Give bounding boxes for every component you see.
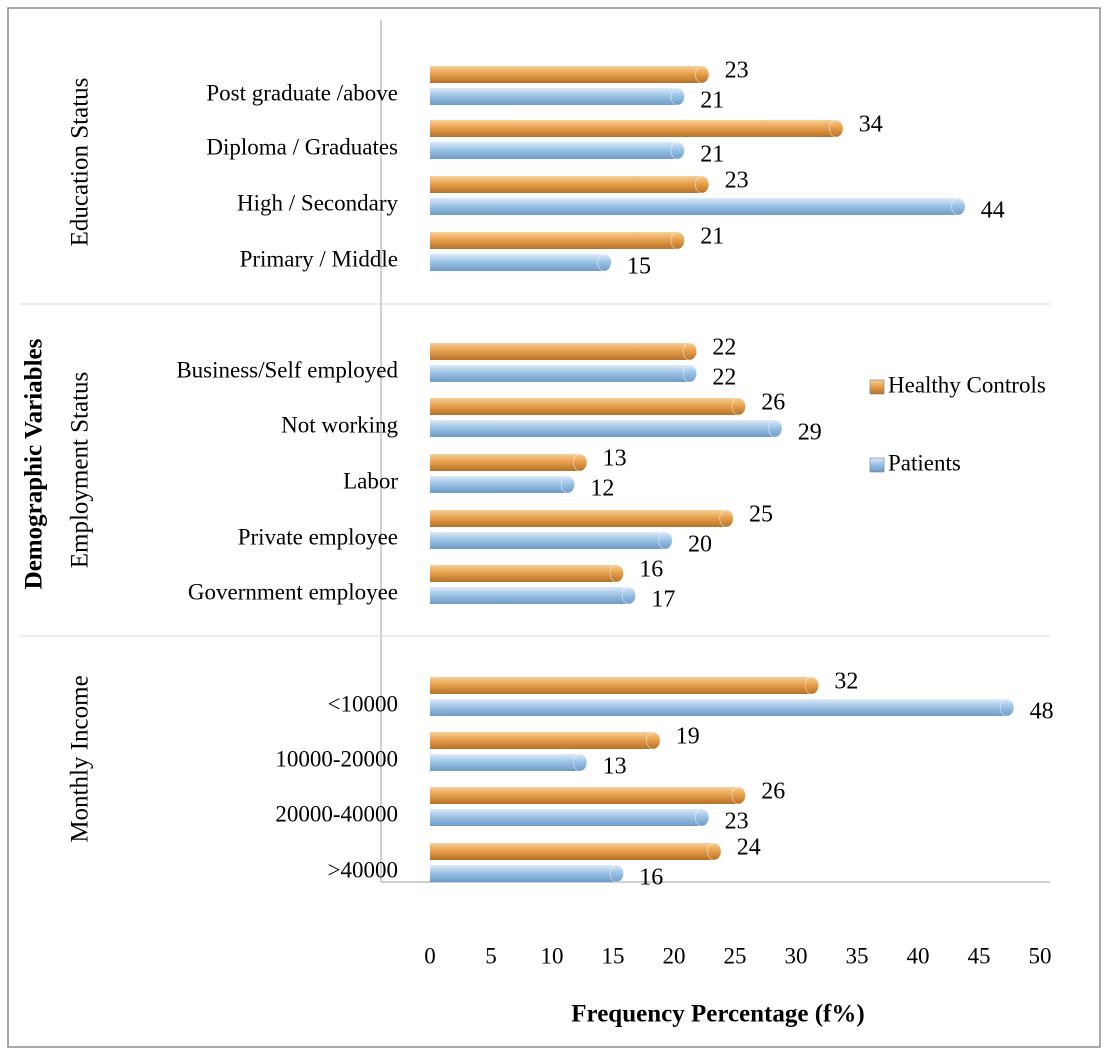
x-tick-label-10: 50 [1029, 943, 1052, 968]
data-label-healthy-0-3: 21 [700, 224, 724, 250]
group-label-1: Employment Status [67, 372, 94, 569]
data-label-patients-2-3: 16 [639, 865, 663, 891]
bar-healthy-0-1 [430, 119, 844, 138]
data-label-patients-1-2: 12 [590, 476, 614, 502]
x-tick-label-4: 20 [663, 943, 686, 968]
data-label-healthy-1-1: 26 [761, 390, 785, 416]
category-label-0-1: Diploma / Graduates [206, 134, 398, 159]
category-label-0-0: Post graduate /above [206, 80, 398, 105]
bar-patients-0-0 [430, 87, 685, 106]
bar-healthy-2-2 [430, 786, 746, 805]
legend-swatch-1 [869, 457, 885, 473]
bar-patients-2-1 [430, 753, 588, 772]
category-label-1-2: Labor [343, 468, 398, 493]
data-label-patients-2-0: 48 [1030, 699, 1054, 725]
data-label-healthy-2-1: 19 [676, 724, 700, 750]
bar-healthy-0-3 [430, 231, 685, 250]
legend-label-1: Patients [888, 450, 961, 475]
data-label-patients-1-4: 17 [651, 587, 675, 613]
x-tick-label-7: 35 [846, 943, 869, 968]
category-label-2-2: 20000-40000 [275, 801, 398, 826]
bar-healthy-1-1 [430, 397, 746, 416]
bar-patients-2-0 [430, 698, 1015, 717]
data-label-patients-1-0: 22 [712, 365, 736, 391]
bar-healthy-0-0 [430, 65, 710, 84]
x-tick-label-0: 0 [424, 943, 436, 968]
group-label-2: Monthly Income [67, 675, 94, 842]
category-label-0-2: High / Secondary [237, 190, 398, 215]
data-label-patients-0-3: 15 [627, 254, 651, 280]
x-tick-label-2: 10 [541, 943, 564, 968]
x-tick-label-5: 25 [724, 943, 747, 968]
bar-healthy-2-0 [430, 676, 820, 695]
data-label-patients-2-1: 13 [603, 754, 627, 780]
data-label-patients-1-3: 20 [688, 532, 712, 558]
bar-patients-1-2 [430, 475, 576, 494]
legend-item-0: Healthy Controls [869, 372, 1046, 397]
legend-label-0: Healthy Controls [888, 372, 1046, 397]
x-axis-title: Frequency Percentage (f%) [571, 1001, 864, 1028]
data-label-patients-1-1: 29 [798, 420, 822, 446]
category-label-1-1: Not working [281, 412, 398, 437]
data-label-healthy-1-0: 22 [712, 335, 736, 361]
category-label-2-0: <10000 [328, 691, 398, 716]
data-label-healthy-1-2: 13 [603, 446, 627, 472]
data-label-healthy-0-2: 23 [725, 168, 749, 194]
category-label-0-3: Primary / Middle [240, 246, 398, 271]
bar-healthy-0-2 [430, 175, 710, 194]
group-label-0: Education Status [67, 78, 94, 247]
bar-healthy-2-3 [430, 842, 722, 861]
bar-healthy-2-1 [430, 731, 661, 750]
chart-frame [7, 7, 1101, 1048]
category-label-1-0: Business/Self employed [176, 357, 398, 382]
data-label-healthy-2-0: 32 [834, 669, 858, 695]
data-label-healthy-2-2: 26 [761, 779, 785, 805]
data-label-healthy-0-0: 23 [725, 58, 749, 84]
bar-patients-0-1 [430, 141, 685, 160]
x-tick-label-9: 45 [968, 943, 991, 968]
bar-healthy-1-3 [430, 509, 734, 528]
x-tick-label-1: 5 [485, 943, 497, 968]
data-label-patients-0-2: 44 [981, 198, 1005, 224]
data-label-healthy-0-1: 34 [859, 112, 883, 138]
bar-healthy-1-0 [430, 342, 698, 361]
data-label-patients-0-1: 21 [700, 142, 724, 168]
data-label-healthy-1-4: 16 [639, 557, 663, 583]
x-tick-label-6: 30 [785, 943, 808, 968]
category-label-1-4: Government employee [188, 579, 398, 604]
category-label-1-3: Private employee [238, 524, 398, 549]
bar-patients-1-1 [430, 419, 783, 438]
bar-patients-0-2 [430, 197, 966, 216]
data-label-patients-2-2: 23 [725, 809, 749, 835]
bar-healthy-1-2 [430, 453, 588, 472]
bar-patients-0-3 [430, 253, 612, 272]
legend-swatch-0 [869, 379, 885, 395]
data-label-healthy-2-3: 24 [737, 835, 761, 861]
bar-patients-2-3 [430, 864, 624, 883]
data-label-healthy-1-3: 25 [749, 502, 773, 528]
x-tick-label-3: 15 [602, 943, 625, 968]
bar-patients-1-4 [430, 586, 637, 605]
legend-item-1: Patients [869, 450, 961, 475]
bar-healthy-1-4 [430, 564, 624, 583]
bar-patients-2-2 [430, 808, 710, 827]
y-axis-title: Demographic Variables [21, 338, 48, 589]
category-label-2-3: >40000 [328, 857, 398, 882]
data-label-patients-0-0: 21 [700, 88, 724, 114]
bar-patients-1-3 [430, 531, 673, 550]
category-label-2-1: 10000-20000 [275, 746, 398, 771]
x-tick-label-8: 40 [907, 943, 930, 968]
bar-patients-1-0 [430, 364, 698, 383]
